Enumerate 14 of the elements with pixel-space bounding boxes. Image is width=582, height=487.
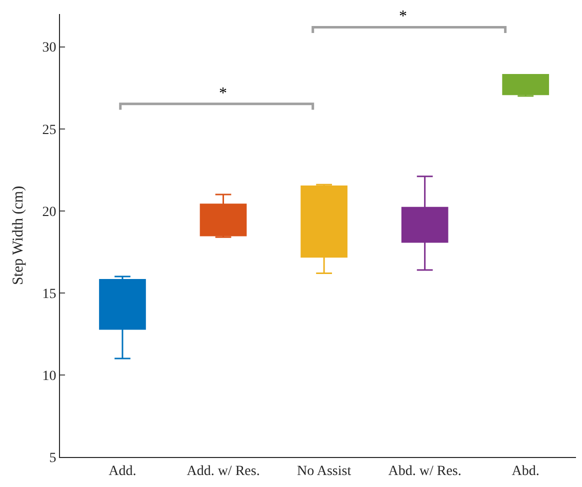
y-tick-label: 20 [42,204,56,220]
x-tick-label: Add. [108,464,136,479]
x-tick-label: Add. w/ Res. [186,464,260,479]
x-tick-label: No Assist [297,464,352,479]
y-tick-label: 15 [42,286,56,302]
y-tick-label: 30 [42,40,56,56]
x-tick-label: Abd. w/ Res. [388,464,462,479]
y-axis-title: Step Width (cm) [10,186,26,286]
annotation: * [399,8,407,25]
y-tick-label: 25 [42,122,56,138]
x-tick-label: Abd. [512,464,540,479]
annotation: * [219,85,227,102]
y-tick-label: 5 [49,450,56,466]
y-tick-label: 10 [42,368,56,384]
